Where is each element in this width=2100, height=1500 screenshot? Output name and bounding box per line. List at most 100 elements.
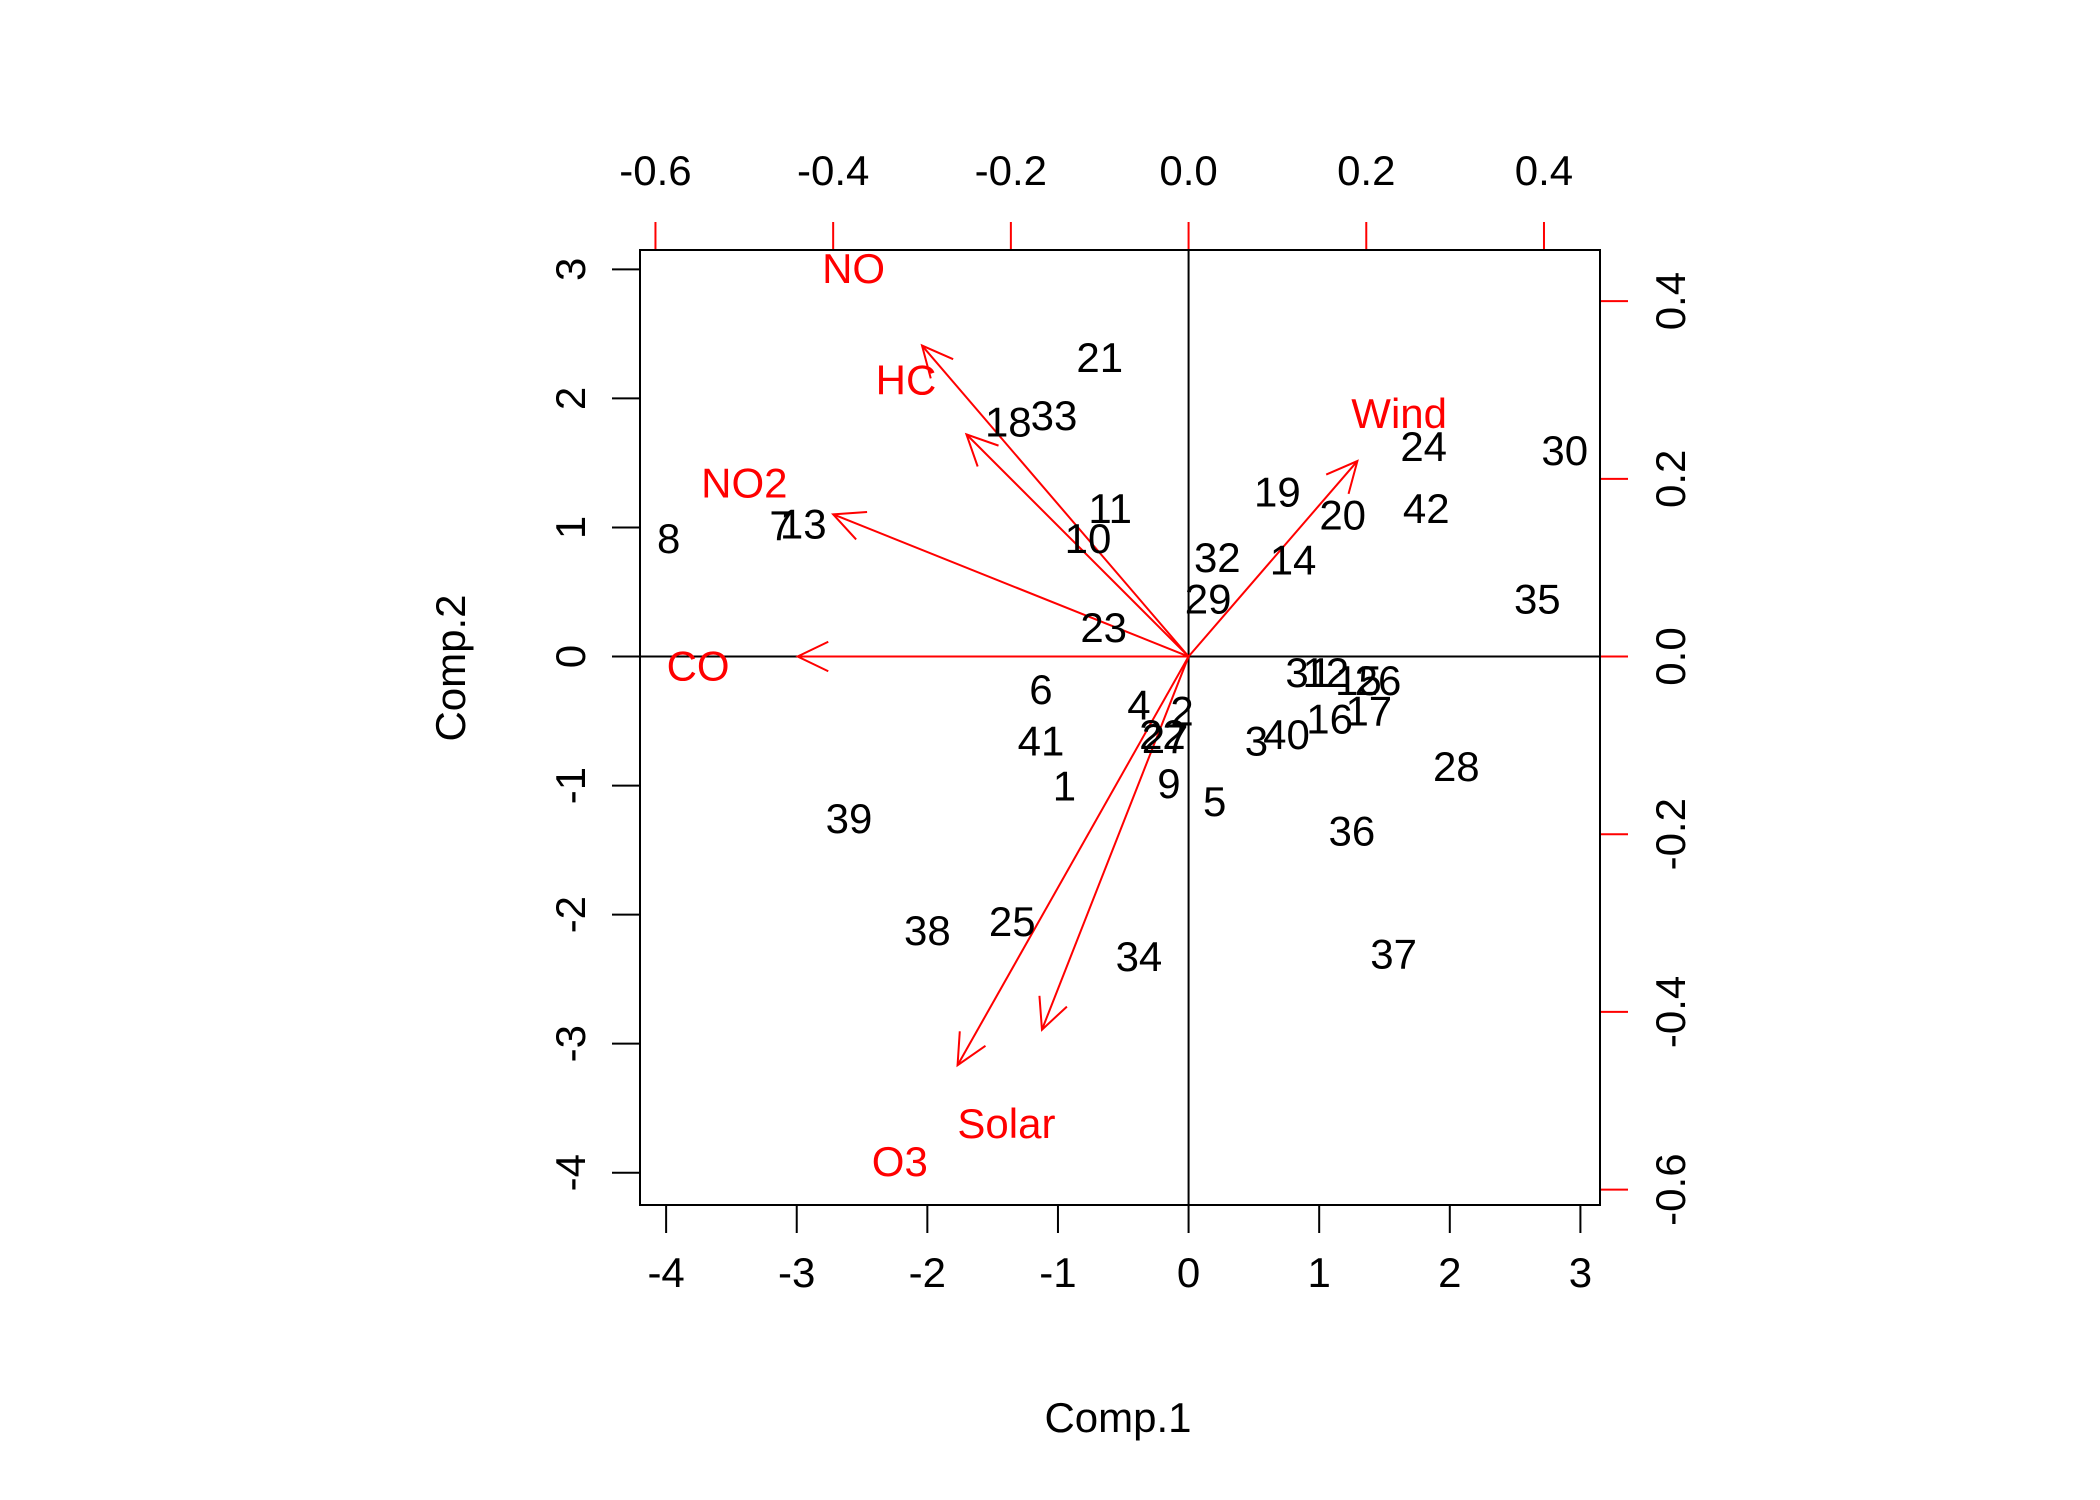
x-tick-label: 0	[1177, 1249, 1200, 1296]
zero-lines	[640, 250, 1600, 1205]
top-tick-label: -0.2	[975, 147, 1047, 194]
point-label-35: 35	[1514, 575, 1561, 622]
variable-label-wind: Wind	[1351, 390, 1447, 437]
point-label-28: 28	[1433, 743, 1480, 790]
point-label-32: 32	[1194, 534, 1241, 581]
arrow-head	[1325, 459, 1359, 495]
top-loading-axis: -0.6 -0.4 -0.2 0.0 0.2 0.4	[619, 147, 1573, 251]
right-tick-label: -0.2	[1647, 798, 1694, 870]
x-tick-label: -3	[778, 1249, 815, 1296]
point-label-39: 39	[826, 795, 873, 842]
arrow-shaft	[1041, 656, 1190, 1031]
point-label-33: 33	[1031, 392, 1078, 439]
point-label-14: 14	[1270, 537, 1317, 584]
point-label-30: 30	[1541, 427, 1588, 474]
point-label-15: 15	[1335, 657, 1382, 704]
variable-label-hc: HC	[876, 356, 937, 403]
y-tick-label: -2	[547, 896, 594, 933]
right-tick-label: -0.6	[1647, 1153, 1694, 1225]
arrow-wind	[1187, 459, 1359, 658]
y-axis-title: Comp.2	[427, 594, 474, 741]
point-label-38: 38	[904, 907, 951, 954]
loading-arrows	[795, 343, 1359, 1068]
point-label-8: 8	[657, 515, 680, 562]
arrow-hc	[964, 432, 1190, 658]
top-tick-label: 0.4	[1515, 147, 1573, 194]
x-tick-label: 2	[1438, 1249, 1461, 1296]
arrow-head	[964, 432, 999, 467]
arrow-head	[795, 640, 829, 673]
point-label-5: 5	[1203, 778, 1226, 825]
point-label-34: 34	[1116, 933, 1163, 980]
right-tick-label: 0.4	[1647, 272, 1694, 330]
point-label-27: 27	[1142, 715, 1189, 762]
arrow-shaft	[1187, 460, 1359, 658]
top-tick-label: -0.6	[619, 147, 691, 194]
y-tick-label: -4	[547, 1154, 594, 1191]
point-label-24: 24	[1400, 423, 1447, 470]
x-tick-label: 3	[1569, 1249, 1592, 1296]
point-label-37: 37	[1370, 930, 1417, 977]
x-tick-label: 1	[1308, 1249, 1331, 1296]
point-label-3: 3	[1245, 717, 1268, 764]
point-label-10: 10	[1065, 515, 1112, 562]
y-tick-label: 0	[547, 645, 594, 668]
point-label-2: 2	[1170, 688, 1193, 735]
point-label-11: 11	[1088, 485, 1132, 532]
arrow-head	[956, 1031, 987, 1068]
point-label-12: 12	[1302, 649, 1349, 696]
arrow-shaft	[832, 513, 1189, 658]
right-tick-label: -0.4	[1647, 976, 1694, 1048]
arrow-solar	[1038, 656, 1190, 1032]
arrow-o3	[956, 656, 1190, 1068]
point-label-6: 6	[1029, 666, 1052, 713]
point-label-26: 26	[1355, 657, 1402, 704]
point-label-21: 21	[1076, 334, 1123, 381]
point-label-9: 9	[1157, 760, 1180, 807]
point-label-13: 13	[780, 501, 827, 548]
x-tick-label: -2	[909, 1249, 946, 1296]
left-axis: -4 -3 -2 -1 0 1 2 3	[547, 258, 641, 1191]
point-label-41: 41	[1018, 717, 1065, 764]
point-label-7: 7	[769, 502, 792, 549]
arrow-head	[920, 343, 954, 379]
point-label-22: 22	[1139, 711, 1186, 758]
variable-labels: CO NO HC NO2 Wind Solar O3	[667, 245, 1447, 1185]
point-label-18: 18	[985, 399, 1032, 446]
point-label-36: 36	[1328, 808, 1375, 855]
bottom-axis: -4 -3 -2 -1 0 1 2 3	[647, 1204, 1592, 1296]
x-axis-title: Comp.1	[1044, 1394, 1191, 1441]
arrow-no	[920, 343, 1190, 658]
plot-frame	[639, 249, 1601, 1206]
arrow-shaft	[921, 344, 1190, 658]
point-label-25: 25	[989, 898, 1036, 945]
y-tick-label: -3	[547, 1025, 594, 1062]
right-tick-label: 0.0	[1647, 627, 1694, 685]
arrow-head	[831, 511, 868, 541]
point-label-19: 19	[1254, 468, 1301, 515]
arrow-no2	[831, 511, 1189, 658]
plot-box	[639, 249, 1601, 1206]
arrow-shaft	[956, 656, 1190, 1066]
arrow-head	[1038, 995, 1068, 1032]
point-label-20: 20	[1319, 492, 1366, 539]
variable-label-o3: O3	[872, 1138, 928, 1185]
y-tick-label: -1	[547, 767, 594, 804]
y-tick-label: 2	[547, 387, 594, 410]
arrow-co	[795, 640, 1189, 673]
top-tick-label: -0.4	[797, 147, 869, 194]
variable-label-no: NO	[822, 245, 885, 292]
point-label-42: 42	[1403, 485, 1450, 532]
x-tick-label: -4	[647, 1249, 684, 1296]
top-tick-label: 0.2	[1337, 147, 1395, 194]
right-loading-axis: -0.6 -0.4 -0.2 0.0 0.2 0.4	[1599, 272, 1694, 1226]
point-label-4: 4	[1127, 681, 1150, 728]
right-tick-label: 0.2	[1647, 450, 1694, 508]
point-label-29: 29	[1185, 575, 1232, 622]
point-label-17: 17	[1345, 688, 1392, 735]
variable-label-no2: NO2	[701, 459, 787, 506]
y-tick-label: 1	[547, 516, 594, 539]
point-label-1: 1	[1053, 763, 1076, 810]
y-tick-label: 3	[547, 258, 594, 281]
